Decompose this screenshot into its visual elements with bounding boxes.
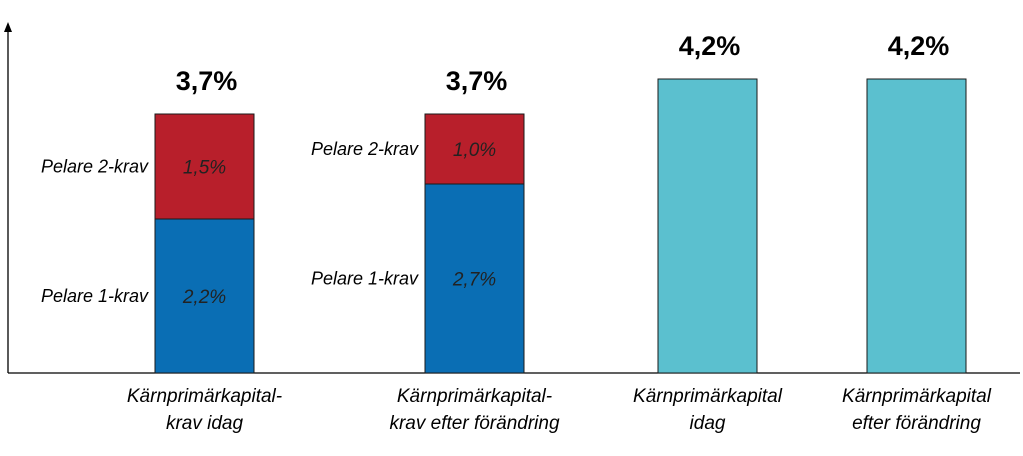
category-label: krav idag — [166, 413, 244, 434]
bar-total-label: 3,7% — [446, 66, 508, 96]
bar-segment — [154, 218, 255, 374]
chart-labels: 2,2% Pelare 1-krav 1,5% Pelare 2-krav 3,7% Kä… — [41, 31, 992, 434]
bar-segment — [154, 113, 255, 220]
bar-segment — [866, 78, 967, 374]
bar-segment — [424, 183, 525, 374]
chart-bars — [154, 78, 967, 374]
category-label: Kärnprimärkapital — [842, 386, 992, 407]
category-label: idag — [690, 413, 726, 434]
series-side-label: Pelare 2-krav — [311, 139, 419, 159]
category-label: Kärnprimärkapital- — [127, 386, 282, 407]
series-side-label: Pelare 1-krav — [311, 269, 419, 289]
bar-segment — [657, 78, 758, 374]
y-axis-arrow — [4, 22, 12, 32]
bar-total-label: 4,2% — [679, 31, 741, 61]
bar-segment — [424, 113, 525, 185]
category-label: efter förändring — [852, 413, 981, 434]
series-side-label: Pelare 1-krav — [41, 286, 149, 306]
segment-value-label: 1,5% — [183, 158, 226, 179]
category-label: krav efter förändring — [389, 413, 559, 434]
series-side-label: Pelare 2-krav — [41, 157, 149, 177]
segment-value-label: 1,0% — [453, 140, 496, 161]
bar-total-label: 4,2% — [888, 31, 950, 61]
category-label: Kärnprimärkapital- — [397, 386, 552, 407]
category-label: Kärnprimärkapital — [633, 386, 783, 407]
segment-value-label: 2,2% — [182, 287, 226, 308]
bar-total-label: 3,7% — [176, 66, 238, 96]
segment-value-label: 2,7% — [452, 270, 496, 291]
